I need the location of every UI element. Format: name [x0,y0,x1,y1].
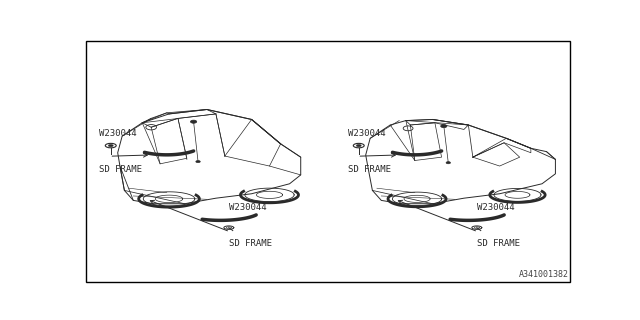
Circle shape [191,120,196,123]
Text: W230044: W230044 [99,129,136,138]
Circle shape [403,126,413,131]
Ellipse shape [106,143,116,148]
Polygon shape [224,226,234,229]
Text: SD FRAME: SD FRAME [229,239,272,248]
Circle shape [146,124,157,130]
Text: SD FRAME: SD FRAME [477,239,520,248]
Text: A341001382: A341001382 [518,270,568,279]
Circle shape [356,144,361,147]
Text: W230044: W230044 [229,203,266,212]
Text: W230044: W230044 [477,203,515,212]
Ellipse shape [353,143,364,148]
Circle shape [108,144,113,147]
Text: SD FRAME: SD FRAME [99,165,142,174]
Text: SD FRAME: SD FRAME [348,165,391,174]
Circle shape [446,162,451,164]
Circle shape [441,124,447,128]
Circle shape [196,161,200,163]
Text: W230044: W230044 [348,129,385,138]
Polygon shape [472,226,482,229]
